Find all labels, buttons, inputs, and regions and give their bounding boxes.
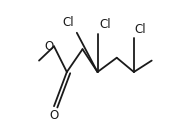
Text: O: O (49, 109, 59, 122)
Text: Cl: Cl (62, 16, 74, 28)
Text: Cl: Cl (99, 18, 111, 31)
Text: Cl: Cl (135, 23, 146, 36)
Text: O: O (44, 40, 53, 53)
